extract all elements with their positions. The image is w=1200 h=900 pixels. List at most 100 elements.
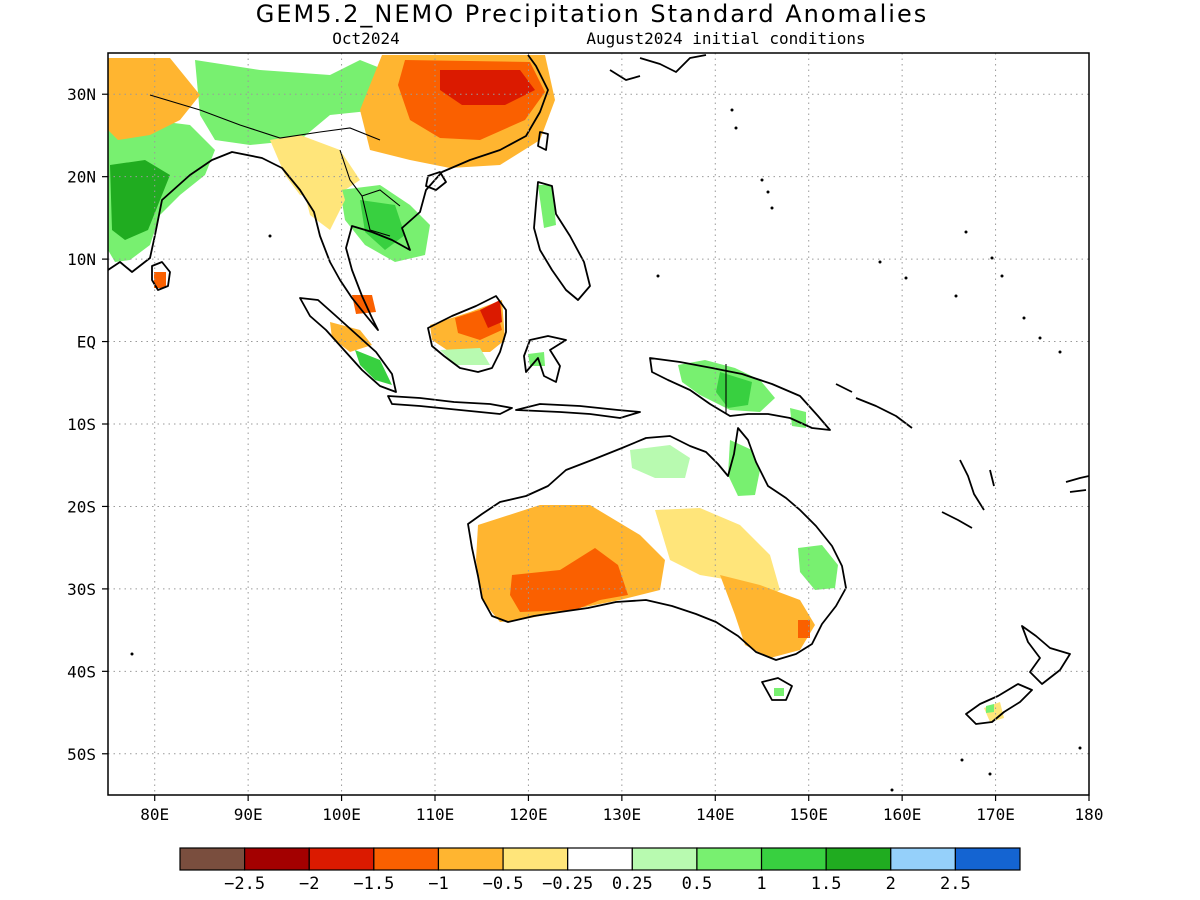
lon-tick-label: 120E (509, 805, 548, 824)
colorbar-swatch (244, 847, 310, 871)
colorbar-swatch (308, 847, 375, 871)
anomaly-west-australia-dry-core (510, 548, 628, 612)
colorbar: −2.5 −2 −1.5 −1 −0.5 −0.25 0.25 0.5 1 1.5 2 2.5 (179, 847, 1021, 894)
lon-tick-label: 170E (976, 805, 1015, 824)
colorbar-swatch (825, 847, 892, 871)
coast-tasmania (761, 677, 793, 701)
coast-australia (467, 427, 847, 661)
coast-new-caledonia (941, 511, 973, 529)
valid-month-label: Oct2024 (332, 29, 399, 48)
anomaly-himalaya-wet (195, 60, 385, 145)
anomaly-central-australia-light-dry (655, 508, 780, 600)
colorbar-label: 1 (756, 874, 766, 894)
coast-new-guinea (649, 357, 831, 431)
lon-tick-label: 80E (140, 805, 169, 824)
coast-fiji (1065, 475, 1089, 493)
colorbar-swatch (760, 847, 827, 871)
latitude-axis: 30N 20N 10N EQ 10S 20S 30S 40S 50S (67, 85, 108, 764)
anomaly-sri-lanka-dry (154, 272, 166, 288)
colorbar-swatch (567, 847, 633, 871)
lat-tick-label: 30N (67, 85, 96, 104)
colorbar-swatch (696, 847, 763, 871)
coastlines (108, 54, 1089, 725)
colorbar-swatch (954, 847, 1021, 871)
coast-japan (609, 54, 707, 81)
coast-sulawesi (523, 335, 567, 383)
coast-solomon (835, 383, 913, 429)
coast-lesser-sunda (515, 403, 641, 419)
anomaly-tasmania-wet (774, 688, 784, 696)
lat-tick-label: 40S (67, 662, 96, 681)
anomaly-southeast-australia-dry (720, 575, 815, 658)
anomaly-china-dry-strong (440, 70, 535, 105)
colorbar-swatch (373, 847, 440, 871)
anomaly-sumatra-wet (355, 350, 392, 385)
coast-philippines (533, 181, 591, 301)
coast-java (387, 395, 513, 415)
colorbar-label: −0.5 (483, 874, 524, 894)
coast-vanuatu (959, 459, 995, 511)
coast-asia-mainland (108, 54, 549, 331)
coast-sri-lanka (151, 261, 171, 291)
lat-tick-label: 20S (67, 497, 96, 516)
colorbar-label: 0.25 (612, 874, 653, 894)
anomaly-cape-york-wet (728, 440, 760, 496)
colorbar-swatch (179, 847, 246, 871)
colorbar-label: 2.5 (940, 874, 971, 894)
anomaly-malaya-dry (352, 295, 376, 314)
colorbar-swatch (437, 847, 504, 871)
lat-tick-label: 10N (67, 250, 96, 269)
colorbar-label: −1 (428, 874, 448, 894)
lon-tick-label: 130E (603, 805, 642, 824)
coast-nz-north (1021, 625, 1071, 685)
colorbar-label: 2 (886, 874, 896, 894)
gridlines (108, 53, 1089, 795)
colorbar-label: −0.25 (542, 874, 593, 894)
lat-tick-label: EQ (77, 333, 96, 352)
lon-tick-label: 100E (322, 805, 361, 824)
lat-tick-label: 20N (67, 168, 96, 187)
anomaly-myanmar-dry (300, 165, 345, 230)
border-himalaya (149, 94, 381, 141)
country-borders (149, 94, 727, 414)
colorbar-label: −2.5 (224, 874, 265, 894)
coast-sumatra (299, 297, 397, 393)
coast-borneo (427, 295, 507, 373)
lon-tick-label: 110E (416, 805, 455, 824)
anomaly-philippines-wet (538, 185, 556, 228)
coast-taiwan (537, 131, 549, 151)
lon-tick-label: 140E (696, 805, 735, 824)
anomaly-nw-india-dry (108, 58, 200, 140)
coast-nz-south (965, 683, 1033, 725)
lat-tick-label: 50S (67, 745, 96, 764)
border-indochina (339, 149, 401, 237)
anomaly-borneo-dry-strong (480, 300, 502, 328)
colorbar-label: 1.5 (811, 874, 842, 894)
anomaly-sumatra-dry (330, 322, 372, 352)
lon-tick-label: 160E (883, 805, 922, 824)
longitude-axis: 80E 90E 100E 110E 120E 130E 140E 150E 160E 170E 18… (140, 795, 1103, 824)
anomaly-east-australia-wet (798, 545, 838, 590)
map-title: GEM5.2_NEMO Precipitation Standard Anoma… (256, 0, 928, 28)
lon-tick-label: 180 (1075, 805, 1104, 824)
colorbar-label: 0.5 (682, 874, 713, 894)
coast-hainan (425, 171, 447, 191)
colorbar-swatch (890, 847, 956, 871)
islands (130, 108, 1082, 792)
anomaly-borneo-south-wet (440, 348, 490, 365)
lon-tick-label: 150E (789, 805, 828, 824)
anomaly-se-coast-dry-strong (798, 620, 810, 638)
anomaly-new-guinea-wet-core (716, 372, 752, 408)
colorbar-swatch (502, 847, 569, 871)
lat-tick-label: 30S (67, 580, 96, 599)
initial-conditions-label: August2024 initial conditions (586, 29, 865, 48)
colorbar-label: −1.5 (353, 874, 394, 894)
anomaly-indochina-wet-core (360, 200, 405, 250)
colorbar-label: −2 (299, 874, 319, 894)
anomaly-australia-north-wet (630, 445, 690, 478)
lat-tick-label: 10S (67, 415, 96, 434)
colorbar-swatch (631, 847, 698, 871)
anomaly-new-zealand-wet (986, 704, 994, 713)
lon-tick-label: 90E (234, 805, 263, 824)
